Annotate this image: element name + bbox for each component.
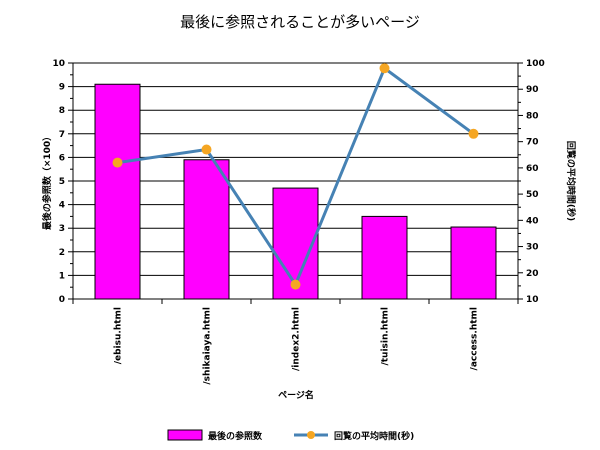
left-tick-label: 1 (59, 271, 65, 281)
left-tick-label: 7 (59, 130, 65, 140)
left-tick-label: 6 (59, 153, 65, 163)
line-series (112, 63, 479, 290)
right-tick-label: 100 (526, 59, 545, 69)
left-axis-title: 最後の参照数（×100） (41, 132, 53, 230)
category-label: /shikaiaya.html (203, 307, 213, 385)
category-label: /tuisin.html (381, 307, 391, 366)
bar (450, 226, 497, 300)
bar (361, 215, 408, 300)
left-tick-label: 5 (59, 177, 65, 187)
category-label: /ebisu.html (114, 307, 124, 364)
right-tick-label: 70 (526, 138, 539, 148)
right-axis-ticks: 10 20 30 40 50 60 70 80 90 100 (518, 59, 545, 305)
left-tick-label: 4 (59, 201, 65, 211)
left-tick-label: 2 (59, 248, 65, 258)
left-tick-label: 8 (59, 106, 65, 116)
left-axis-ticks: 0 1 2 3 4 5 6 7 8 9 10 (52, 59, 73, 305)
right-tick-label: 20 (526, 269, 539, 279)
left-tick-label: 3 (59, 224, 65, 234)
legend-line-marker (307, 431, 315, 439)
bar-series (94, 83, 497, 300)
line-point (201, 144, 212, 155)
right-tick-label: 50 (526, 190, 539, 200)
bar (183, 159, 230, 300)
left-tick-label: 10 (52, 59, 65, 69)
legend-line-label: 回覧の平均時間(秒) (334, 430, 414, 442)
category-label: /index2.html (292, 307, 302, 371)
legend-bar-label: 最後の参照数 (208, 430, 263, 442)
category-label: /access.html (470, 307, 480, 370)
right-tick-label: 90 (526, 85, 539, 95)
line-point (379, 63, 390, 74)
right-tick-label: 30 (526, 243, 539, 253)
legend-bar-swatch (167, 429, 203, 441)
left-tick-label: 9 (59, 83, 65, 93)
line-point (290, 279, 301, 290)
bar (94, 83, 141, 300)
line-point (468, 128, 479, 139)
x-axis-title: ページ名 (278, 389, 314, 401)
left-tick-label: 0 (59, 295, 65, 305)
line-point (112, 157, 123, 168)
right-tick-label: 10 (526, 295, 539, 305)
right-tick-label: 80 (526, 111, 539, 121)
category-labels: /ebisu.html/shikaiaya.html/index2.html/t… (114, 307, 480, 385)
right-axis-title: 回覧の平均時間(秒) (565, 141, 577, 221)
right-tick-label: 40 (526, 216, 539, 226)
chart-title: 最後に参照されることが多いページ (180, 13, 420, 31)
right-tick-label: 60 (526, 164, 539, 174)
legend: 最後の参照数 回覧の平均時間(秒) (167, 429, 414, 442)
